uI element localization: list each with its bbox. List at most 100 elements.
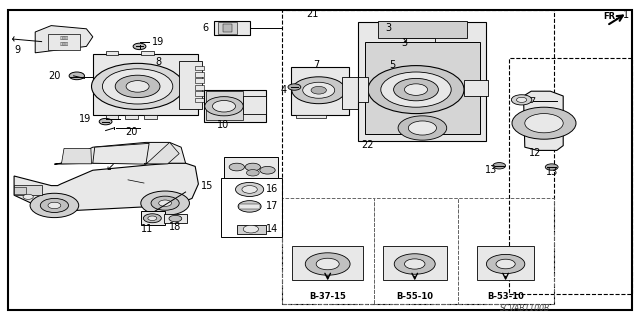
Circle shape xyxy=(486,254,525,274)
Circle shape xyxy=(238,201,261,212)
Circle shape xyxy=(260,166,275,174)
Circle shape xyxy=(525,114,563,133)
Circle shape xyxy=(493,163,506,169)
Text: B-53-10: B-53-10 xyxy=(487,292,524,301)
Circle shape xyxy=(316,258,339,270)
Bar xyxy=(144,115,157,119)
Circle shape xyxy=(151,196,179,210)
Circle shape xyxy=(404,259,425,269)
Bar xyxy=(282,198,374,304)
Circle shape xyxy=(394,78,438,101)
Circle shape xyxy=(305,253,350,275)
Bar xyxy=(218,22,237,34)
Circle shape xyxy=(48,202,61,209)
Bar xyxy=(243,96,266,114)
Bar xyxy=(291,67,349,115)
Circle shape xyxy=(545,164,558,170)
Text: 13: 13 xyxy=(485,165,498,175)
Text: 1: 1 xyxy=(623,10,630,20)
Text: 6: 6 xyxy=(202,23,209,33)
Circle shape xyxy=(368,66,464,114)
Text: 21: 21 xyxy=(306,9,319,20)
Text: 7: 7 xyxy=(313,60,319,70)
Bar xyxy=(358,22,486,141)
Circle shape xyxy=(246,170,259,176)
Circle shape xyxy=(69,72,84,80)
Text: 19: 19 xyxy=(79,114,91,124)
Circle shape xyxy=(205,97,243,116)
Bar xyxy=(224,157,278,178)
Bar xyxy=(374,198,458,304)
Text: 14: 14 xyxy=(266,224,278,234)
Text: ⊞⊞
⊞⊞: ⊞⊞ ⊞⊞ xyxy=(60,36,68,47)
Text: FR.: FR. xyxy=(604,12,619,20)
Circle shape xyxy=(115,75,160,98)
Circle shape xyxy=(242,186,257,193)
Polygon shape xyxy=(14,163,198,211)
Circle shape xyxy=(398,116,447,140)
Bar xyxy=(164,214,187,223)
Polygon shape xyxy=(93,143,149,164)
Bar xyxy=(195,72,204,77)
Bar xyxy=(214,21,250,35)
Circle shape xyxy=(243,225,259,233)
Bar xyxy=(464,80,488,96)
Text: 18: 18 xyxy=(169,222,182,232)
Circle shape xyxy=(102,69,173,104)
Circle shape xyxy=(141,191,189,215)
Circle shape xyxy=(303,82,335,98)
Text: B-37-15: B-37-15 xyxy=(309,292,346,301)
Bar xyxy=(93,54,198,115)
Bar xyxy=(282,10,554,304)
Circle shape xyxy=(245,163,260,171)
Polygon shape xyxy=(524,91,563,150)
Circle shape xyxy=(133,43,146,50)
Polygon shape xyxy=(54,142,186,164)
Bar xyxy=(195,78,204,83)
Text: 15: 15 xyxy=(202,181,214,191)
Text: 12: 12 xyxy=(529,148,541,158)
Text: 13: 13 xyxy=(545,167,558,177)
Circle shape xyxy=(169,215,182,222)
Bar xyxy=(477,246,534,280)
Bar xyxy=(125,115,138,119)
Bar xyxy=(141,211,165,225)
Circle shape xyxy=(288,84,301,90)
Text: 17: 17 xyxy=(266,201,278,212)
Circle shape xyxy=(236,182,264,196)
Circle shape xyxy=(311,86,326,94)
Circle shape xyxy=(512,107,576,139)
Text: 5: 5 xyxy=(389,60,396,70)
Bar xyxy=(14,185,42,195)
Circle shape xyxy=(40,198,68,212)
Polygon shape xyxy=(61,148,92,164)
Circle shape xyxy=(99,118,112,125)
Bar xyxy=(365,42,480,134)
Bar xyxy=(106,115,118,119)
Circle shape xyxy=(126,81,149,92)
Text: 16: 16 xyxy=(266,184,278,195)
Text: 19: 19 xyxy=(152,37,164,47)
Circle shape xyxy=(511,95,532,105)
Bar xyxy=(106,51,118,55)
Text: SCVAB1100B: SCVAB1100B xyxy=(500,304,550,313)
Polygon shape xyxy=(403,38,435,46)
Circle shape xyxy=(381,72,451,107)
Text: 20: 20 xyxy=(125,127,138,138)
Text: 4: 4 xyxy=(280,84,287,95)
Bar xyxy=(204,90,266,122)
Bar xyxy=(237,225,266,234)
Circle shape xyxy=(496,259,515,269)
Text: 22: 22 xyxy=(361,140,374,150)
Circle shape xyxy=(408,121,436,135)
Bar xyxy=(195,91,204,96)
Bar xyxy=(195,98,204,102)
Bar xyxy=(458,198,554,304)
Circle shape xyxy=(148,216,157,220)
Circle shape xyxy=(143,214,161,223)
Circle shape xyxy=(92,63,184,109)
Bar xyxy=(223,24,232,32)
Polygon shape xyxy=(403,58,435,74)
Text: 11: 11 xyxy=(141,224,154,234)
Circle shape xyxy=(516,97,527,102)
